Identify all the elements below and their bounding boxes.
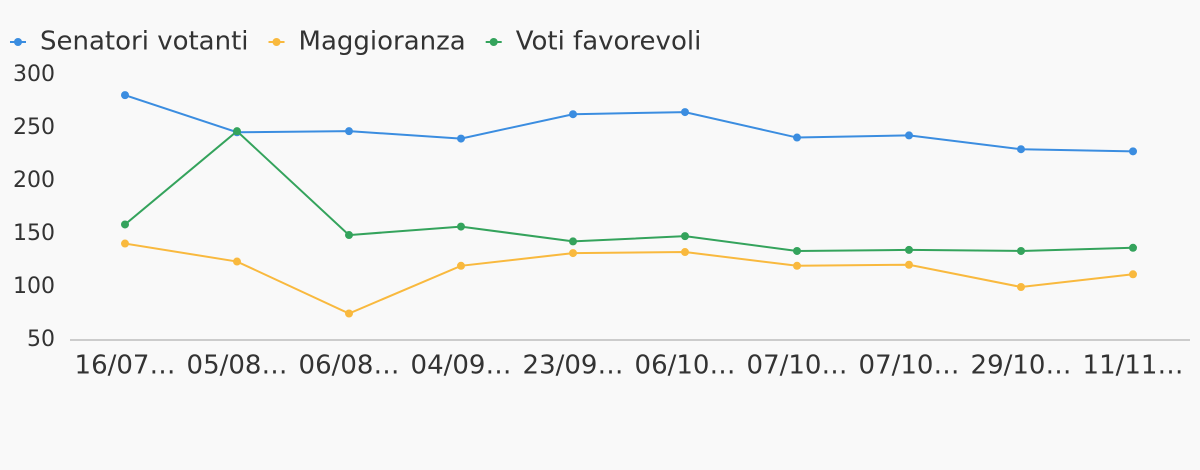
data-point <box>1017 246 1025 255</box>
data-point <box>905 131 913 140</box>
data-point <box>457 222 465 231</box>
y-tick-label: 250 <box>13 115 55 140</box>
x-tick-label: 07/10… <box>859 351 960 381</box>
y-tick-label: 300 <box>13 62 55 87</box>
data-point <box>1017 283 1025 291</box>
x-tick-label: 11/11… <box>1083 351 1184 381</box>
series-line <box>124 129 1134 252</box>
legend-label: Maggioranza <box>299 27 466 57</box>
data-point <box>1129 147 1137 156</box>
data-point <box>233 257 241 266</box>
data-point <box>121 239 129 248</box>
legend-label: Senatori votanti <box>40 27 249 57</box>
data-point <box>345 309 353 318</box>
data-point <box>345 231 353 240</box>
x-tick-label: 04/09… <box>411 351 512 381</box>
data-point <box>457 134 465 143</box>
series-line <box>124 242 1134 315</box>
y-tick-label: 150 <box>13 221 55 246</box>
y-tick-label: 100 <box>13 274 55 299</box>
data-point <box>681 248 689 257</box>
data-point <box>905 245 913 254</box>
series-line <box>124 94 1134 153</box>
legend-marker <box>272 38 281 46</box>
data-point <box>1017 145 1025 154</box>
data-point <box>793 246 801 255</box>
legend-label: Voti favorevoli <box>516 27 702 57</box>
data-point <box>905 260 913 269</box>
x-tick-label: 16/07… <box>75 351 176 381</box>
x-tick-label: 06/10… <box>635 351 736 381</box>
x-tick-label: 05/08… <box>187 351 288 381</box>
legend-marker <box>14 38 22 46</box>
x-tick-label: 29/10… <box>971 351 1072 381</box>
data-point <box>121 91 129 100</box>
legend-marker <box>489 38 498 46</box>
data-point <box>793 133 801 142</box>
data-point <box>681 232 689 241</box>
x-tick-label: 07/10… <box>747 351 848 381</box>
data-point <box>457 261 465 270</box>
y-tick-label: 50 <box>27 327 55 352</box>
data-point <box>681 108 689 117</box>
data-point <box>569 110 577 119</box>
data-point <box>569 249 577 258</box>
data-point <box>345 127 353 136</box>
data-point <box>1129 270 1137 279</box>
y-tick-label: 200 <box>13 168 55 193</box>
data-point <box>1129 243 1137 252</box>
x-tick-label: 06/08… <box>299 351 400 381</box>
data-point <box>121 220 129 229</box>
data-point <box>793 261 801 270</box>
x-tick-label: 23/09… <box>523 351 624 381</box>
data-point <box>569 237 577 246</box>
data-point <box>233 127 241 136</box>
